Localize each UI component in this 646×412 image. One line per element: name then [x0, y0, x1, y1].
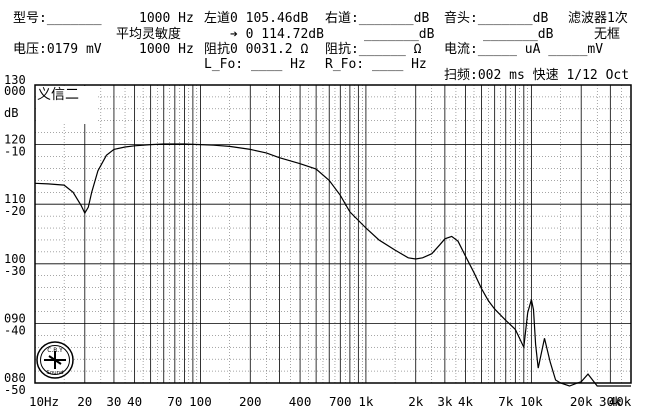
y-tick-label: 120 — [4, 133, 26, 147]
x-tick-label: 30k — [599, 394, 622, 409]
frequency-readout-2: 1000 Hz — [139, 42, 194, 57]
frequency-readout: 1000 Hz — [139, 11, 194, 26]
x-tick-label: 40 — [127, 394, 142, 409]
x-tick-label: 30 — [106, 394, 121, 409]
y-tick-label-relative: -50 — [4, 383, 26, 397]
head-value-readout: _______dB — [483, 27, 554, 42]
x-tick-label: 10Hz — [29, 394, 59, 409]
y-tick-label-relative: -10 — [4, 145, 26, 159]
left-fo-readout: L_Fo: ____ Hz — [204, 57, 306, 72]
logo-text: C.R.Y — [47, 347, 63, 354]
badge-title: 义信二 — [37, 87, 79, 103]
y-tick-label: 130 — [4, 73, 26, 87]
head-readout: 音头:_______dB — [444, 11, 549, 26]
y-tick-label: 080 — [4, 371, 26, 385]
right-channel-readout: 右道:_______dB — [325, 11, 430, 26]
y-tick-label: 110 — [4, 192, 26, 206]
logo-subtext: Sound — [46, 370, 63, 376]
right-value-readout: _______dB — [364, 27, 435, 42]
x-tick-label: 3k — [437, 394, 453, 409]
filter-readout: 滤波器1次 — [568, 11, 628, 26]
response-curve — [34, 143, 631, 387]
x-tick-label: 700 — [329, 394, 352, 409]
x-tick-label: 20 — [77, 394, 92, 409]
chart-grid — [34, 84, 632, 384]
x-tick-label: 7k — [498, 394, 514, 409]
y-tick-label-relative: -30 — [4, 264, 26, 278]
x-tick-label: 2k — [408, 394, 424, 409]
impedance-readout-2: 阻抗:______ Ω — [325, 42, 422, 57]
plot-frame — [34, 84, 632, 384]
x-tick-label: 400 — [289, 394, 312, 409]
sensitivity-readout: ➔ 0 114.72dB — [230, 27, 324, 42]
no-frame-label: 无框 — [594, 27, 621, 42]
x-tick-label: 40k — [609, 394, 632, 409]
y-tick-label: 090 — [4, 311, 26, 325]
chart-badge: 义信二 — [36, 86, 96, 124]
current-readout: 电流:_____ uA _____mV — [444, 42, 604, 57]
y-tick-label-relative: -20 — [4, 204, 26, 218]
x-tick-label: 100 — [189, 394, 212, 409]
db-unit-label: dB — [4, 106, 19, 120]
left-channel-readout: 左道0 105.46dB — [204, 11, 309, 26]
model-field: 型号:_______ — [13, 11, 102, 26]
x-tick-label: 1k — [358, 394, 374, 409]
sweep-readout: 扫频:002 ms 快速 1/12 Oct — [444, 68, 630, 83]
x-tick-label: 10k — [520, 394, 543, 409]
x-tick-label: 200 — [239, 394, 262, 409]
x-tick-label: 70 — [167, 394, 182, 409]
voltage-readout: 电压:0179 mV — [13, 42, 102, 57]
cry-sound-logo: C.R.Y Sound — [36, 341, 74, 379]
right-fo-readout: R_Fo: ____ Hz — [325, 57, 427, 72]
x-tick-label: 20k — [570, 394, 593, 409]
y-top-label: 000 — [4, 84, 26, 98]
avg-sensitivity-label: 平均灵敏度 — [116, 27, 182, 42]
impedance-readout: 阻抗0 0031.2 Ω — [204, 42, 309, 57]
y-tick-label: 100 — [4, 252, 26, 266]
chart-ticks: 10Hz 20 30 40 70 100 200 400 700 1k 2k 3k 4k 7k 10k 20k… — [4, 73, 632, 409]
x-tick-label: 4k — [458, 394, 474, 409]
y-tick-label-relative: -40 — [4, 323, 26, 337]
